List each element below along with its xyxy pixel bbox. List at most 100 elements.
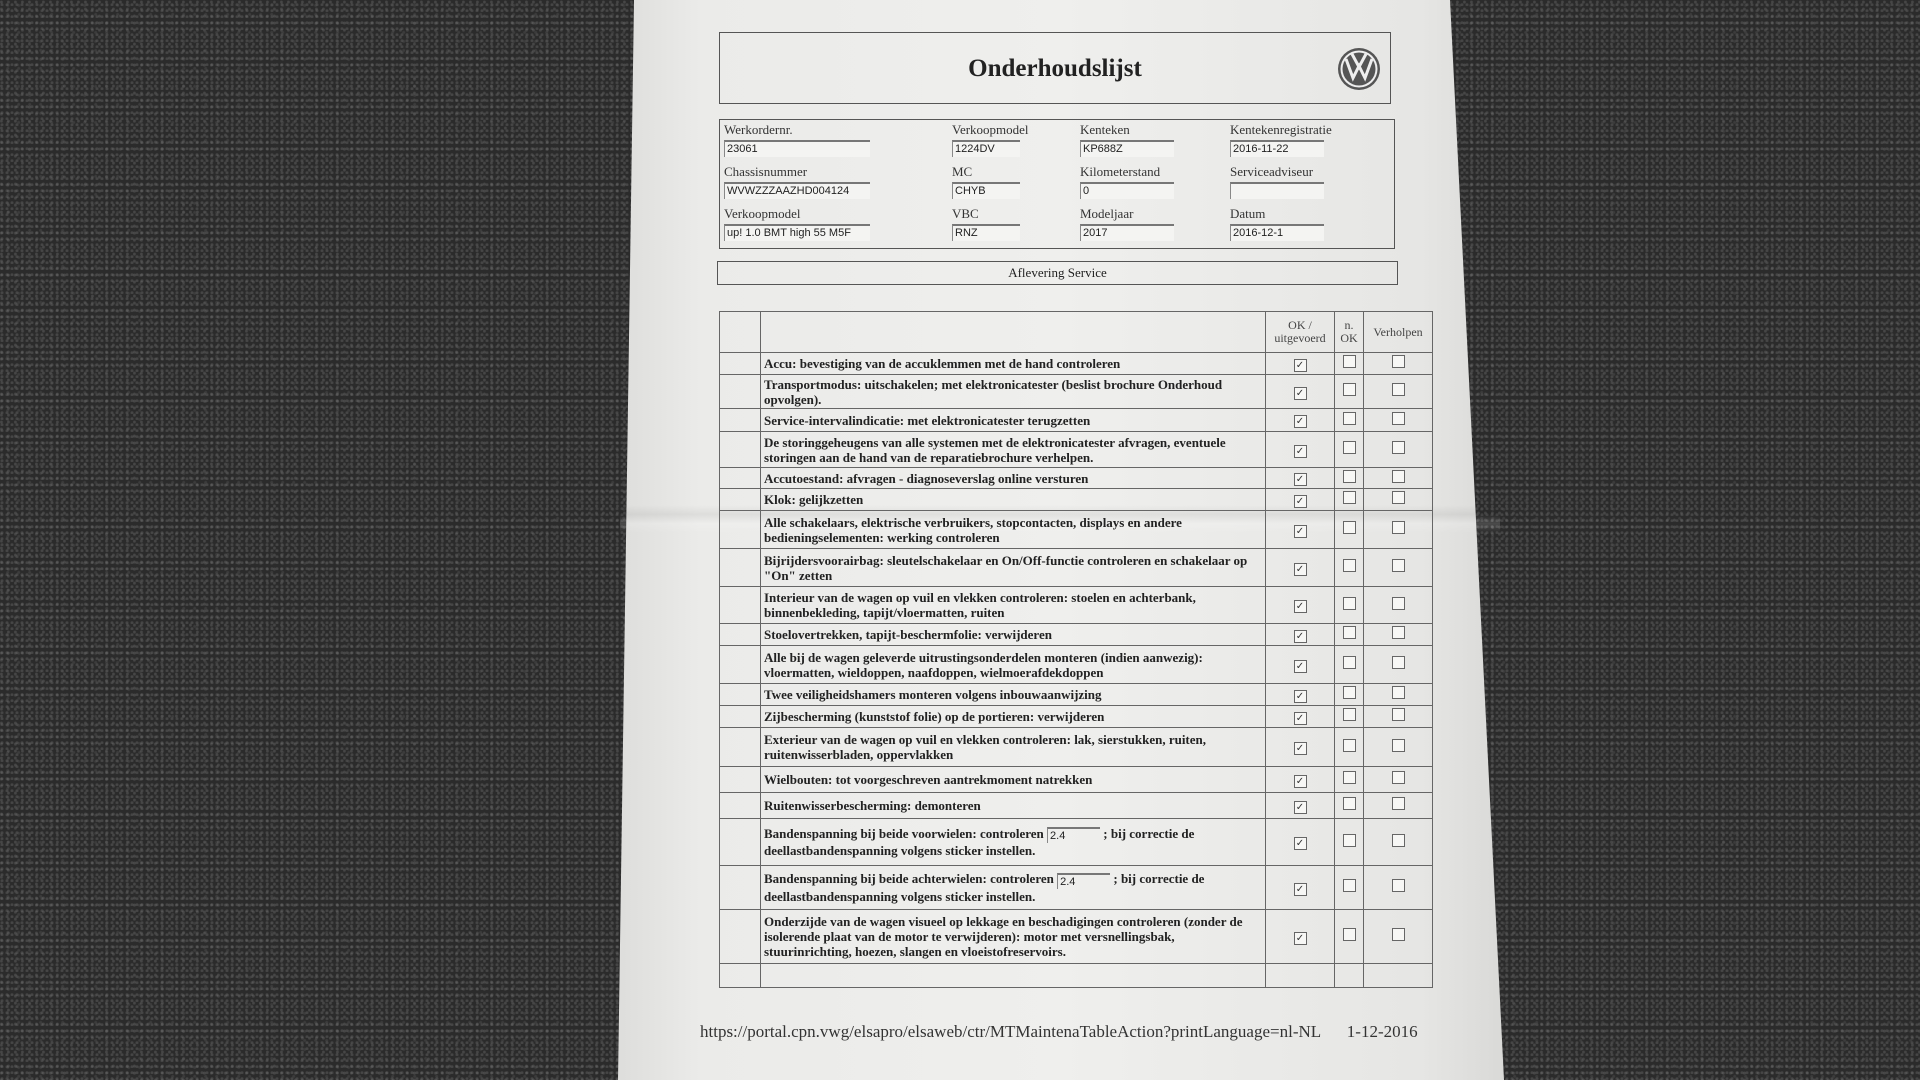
not-ok-checkbox[interactable] <box>1342 708 1356 721</box>
info-field-label: Kentekenregistratie <box>1230 122 1332 137</box>
row-number-cell <box>719 705 761 728</box>
fixed-checkbox[interactable] <box>1391 383 1405 396</box>
fixed-checkbox[interactable] <box>1391 411 1405 425</box>
ok-checkbox[interactable]: ✓ <box>1293 494 1307 508</box>
info-field-label: Verkoopmodel <box>952 122 1029 137</box>
ok-checkbox[interactable]: ✓ <box>1293 524 1307 538</box>
not-ok-checkbox[interactable] <box>1342 491 1356 504</box>
not-ok-checkbox[interactable] <box>1342 833 1356 847</box>
not-ok-cell <box>1334 792 1364 819</box>
ok-checkbox[interactable]: ✓ <box>1293 931 1307 945</box>
not-ok-checkbox[interactable] <box>1342 686 1356 699</box>
not-ok-checkbox[interactable] <box>1342 355 1356 368</box>
table-row: Accu: bevestiging van de accuklemmen met… <box>719 352 1433 375</box>
table-row: Alle bij de wagen geleverde uitrustingso… <box>719 645 1433 684</box>
task-text: Onderzijde van de wagen visueel op lekka… <box>764 914 1243 959</box>
ok-checkbox[interactable]: ✓ <box>1293 629 1307 643</box>
ok-checkbox[interactable]: ✓ <box>1293 562 1307 576</box>
fixed-checkbox[interactable] <box>1391 928 1405 941</box>
tire-pressure-input[interactable]: 2.4 <box>1057 872 1111 889</box>
task-text-after: ; bij correctie de deellastbandenspannin… <box>764 825 1195 858</box>
fixed-checkbox[interactable] <box>1391 626 1405 639</box>
row-number-cell <box>719 431 761 468</box>
fixed-cell <box>1363 374 1433 409</box>
fixed-checkbox[interactable] <box>1391 879 1405 892</box>
task-text: Service-intervalindicatie: met elektroni… <box>764 412 1091 428</box>
task-text: Zijbescherming (kunststof folie) op de p… <box>764 709 1105 724</box>
not-ok-checkbox[interactable] <box>1342 383 1356 396</box>
row-number-cell <box>719 408 761 432</box>
ok-checkbox[interactable]: ✓ <box>1293 659 1307 673</box>
task-text: Stoelovertrekken, tapijt-beschermfolie: … <box>764 627 1052 642</box>
not-ok-checkbox[interactable] <box>1342 521 1356 534</box>
ok-checkbox[interactable]: ✓ <box>1293 444 1307 458</box>
not-ok-checkbox[interactable] <box>1342 441 1356 454</box>
not-ok-checkbox[interactable] <box>1342 656 1356 669</box>
not-ok-checkbox[interactable] <box>1342 469 1356 483</box>
task-cell: Transportmodus: uitschakelen; met elektr… <box>760 374 1266 409</box>
ok-checkbox[interactable]: ✓ <box>1293 358 1307 372</box>
fixed-checkbox[interactable] <box>1391 833 1405 847</box>
task-cell: Exterieur van de wagen op vuil en vlekke… <box>760 727 1266 767</box>
ok-checkbox[interactable]: ✓ <box>1293 837 1307 850</box>
row-number-cell <box>719 909 761 964</box>
fixed-checkbox[interactable] <box>1391 797 1405 810</box>
ok-cell: ✓ <box>1265 766 1335 793</box>
tire-pressure-input[interactable]: 2.4 <box>1047 827 1101 843</box>
ok-checkbox[interactable]: ✓ <box>1293 800 1307 814</box>
task-column-header <box>760 311 1266 353</box>
not-ok-checkbox[interactable] <box>1342 411 1356 425</box>
fixed-checkbox[interactable] <box>1391 469 1405 483</box>
ok-cell: ✓ <box>1265 431 1335 468</box>
ok-checkbox[interactable]: ✓ <box>1293 882 1307 896</box>
fixed-checkbox[interactable] <box>1391 491 1405 504</box>
info-field-value: 1224DV <box>952 140 1020 157</box>
not-ok-checkbox[interactable] <box>1342 626 1356 639</box>
not-ok-checkbox[interactable] <box>1342 928 1356 941</box>
info-field-label: Werkordernr. <box>724 122 793 137</box>
ok-cell: ✓ <box>1265 818 1335 866</box>
info-field-value: 2016-12-1 <box>1230 224 1324 241</box>
volkswagen-logo-icon <box>1338 48 1380 90</box>
fixed-cell <box>1363 683 1433 706</box>
ok-checkbox[interactable]: ✓ <box>1293 689 1307 703</box>
not-ok-checkbox[interactable] <box>1342 797 1356 810</box>
ok-checkbox[interactable]: ✓ <box>1293 711 1307 725</box>
fixed-cell <box>1363 909 1433 964</box>
ok-cell: ✓ <box>1265 352 1335 375</box>
info-field-value: up! 1.0 BMT high 55 M5F <box>724 224 870 241</box>
ok-checkbox[interactable]: ✓ <box>1293 742 1307 755</box>
section-title: Aflevering Service <box>717 261 1398 285</box>
fixed-checkbox[interactable] <box>1391 441 1405 454</box>
not-ok-checkbox[interactable] <box>1342 771 1356 784</box>
fixed-checkbox[interactable] <box>1391 771 1405 784</box>
row-number-cell <box>719 792 761 819</box>
fixed-checkbox[interactable] <box>1391 738 1405 752</box>
not-ok-checkbox[interactable] <box>1342 738 1356 752</box>
fixed-checkbox[interactable] <box>1391 656 1405 669</box>
fixed-checkbox[interactable] <box>1391 596 1405 610</box>
fixed-checkbox[interactable] <box>1391 559 1405 572</box>
ok-checkbox[interactable]: ✓ <box>1293 386 1307 400</box>
not-ok-checkbox[interactable] <box>1342 596 1356 610</box>
not-ok-checkbox[interactable] <box>1342 559 1356 572</box>
info-field-label: Kenteken <box>1080 122 1130 137</box>
info-field: Modeljaar 2017 <box>1080 206 1174 241</box>
row-number-cell <box>719 645 761 684</box>
task-text: Bijrijdersvoorairbag: sleutelschakelaar … <box>764 552 1248 583</box>
not-ok-checkbox[interactable] <box>1342 879 1356 892</box>
fixed-checkbox[interactable] <box>1391 355 1405 368</box>
ok-checkbox[interactable]: ✓ <box>1293 774 1307 788</box>
task-cell: Alle schakelaars, elektrische verbruiker… <box>760 510 1266 549</box>
task-cell: Klok: gelijkzetten <box>760 488 1266 511</box>
ok-cell: ✓ <box>1265 408 1335 432</box>
task-text: Interieur van de wagen op vuil en vlekke… <box>764 590 1196 620</box>
ok-checkbox[interactable]: ✓ <box>1293 415 1307 428</box>
fixed-checkbox[interactable] <box>1391 521 1405 534</box>
ok-checkbox[interactable]: ✓ <box>1293 473 1307 486</box>
fixed-checkbox[interactable] <box>1391 686 1405 699</box>
ok-checkbox[interactable]: ✓ <box>1293 600 1307 613</box>
fixed-checkbox[interactable] <box>1391 708 1405 721</box>
task-cell: Accutoestand: afvragen - diagnoseverslag… <box>760 467 1266 489</box>
ok-cell: ✓ <box>1265 727 1335 767</box>
